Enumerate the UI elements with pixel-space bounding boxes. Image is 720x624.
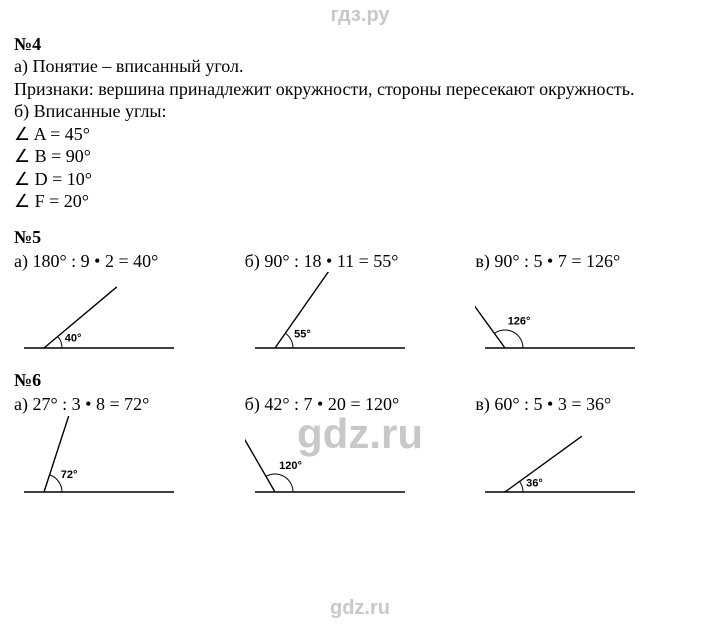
p6-cell-c: в) 60° : 5 • 3 = 36° 36° xyxy=(475,393,706,504)
p6-cell-b: б) 42° : 7 • 20 = 120° 120° xyxy=(245,393,476,504)
p5-angle-c: 126° xyxy=(475,272,660,360)
svg-text:36°: 36° xyxy=(527,477,544,489)
svg-text:55°: 55° xyxy=(294,329,311,341)
svg-text:40°: 40° xyxy=(65,332,82,344)
p4-angle-a: ∠ A = 45° xyxy=(14,123,706,146)
problem-5-heading: №5 xyxy=(14,227,706,248)
p4-signs: Признаки: вершина принадлежит окружности… xyxy=(14,78,706,101)
p6-expr-c: в) 60° : 5 • 3 = 36° xyxy=(475,393,706,416)
p5-row: а) 180° : 9 • 2 = 40° 40° б) 90° : 18 • … xyxy=(14,250,706,361)
p6-angle-b: 120° xyxy=(245,416,430,504)
p6-expr-a: а) 27° : 3 • 8 = 72° xyxy=(14,393,245,416)
p4-angle-d: ∠ D = 10° xyxy=(14,168,706,191)
svg-text:126°: 126° xyxy=(508,315,531,327)
page-content: №4 а) Понятие – вписанный угол. Признаки… xyxy=(0,0,720,504)
p5-angle-a: 40° xyxy=(14,272,199,360)
svg-text:120°: 120° xyxy=(279,460,302,472)
p5-expr-a: а) 180° : 9 • 2 = 40° xyxy=(14,250,245,273)
p5-cell-a: а) 180° : 9 • 2 = 40° 40° xyxy=(14,250,245,361)
p6-angle-a: 72° xyxy=(14,416,199,504)
p5-expr-b: б) 90° : 18 • 11 = 55° xyxy=(245,250,476,273)
p6-expr-b: б) 42° : 7 • 20 = 120° xyxy=(245,393,476,416)
p5-expr-c: в) 90° : 5 • 7 = 126° xyxy=(475,250,706,273)
problem-6-heading: №6 xyxy=(14,370,706,391)
p6-cell-a: а) 27° : 3 • 8 = 72° 72° xyxy=(14,393,245,504)
p4-angle-b: ∠ B = 90° xyxy=(14,145,706,168)
problem-4-heading: №4 xyxy=(14,34,706,55)
svg-text:72°: 72° xyxy=(61,468,78,480)
p6-angle-c: 36° xyxy=(475,416,660,504)
p4-line-a: а) Понятие – вписанный угол. xyxy=(14,55,706,78)
p4-line-b: б) Вписанные углы: xyxy=(14,100,706,123)
watermark-bot: gdz.ru xyxy=(330,597,390,620)
p6-row: а) 27° : 3 • 8 = 72° 72° б) 42° : 7 • 20… xyxy=(14,393,706,504)
p5-cell-c: в) 90° : 5 • 7 = 126° 126° xyxy=(475,250,706,361)
p5-cell-b: б) 90° : 18 • 11 = 55° 55° xyxy=(245,250,476,361)
p5-angle-b: 55° xyxy=(245,272,430,360)
p4-angle-f: ∠ F = 20° xyxy=(14,190,706,213)
